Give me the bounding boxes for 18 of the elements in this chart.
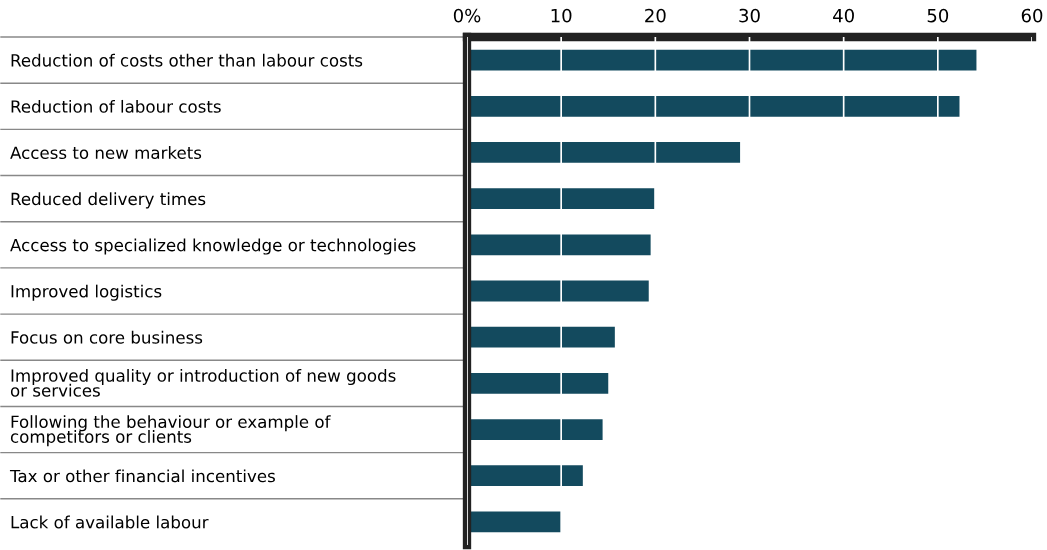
x-tick-label: 40 <box>833 8 854 23</box>
y-tick-label: Reduced delivery times <box>11 192 206 209</box>
y-tick-label: Reduction of costs other than labour costs <box>11 53 363 67</box>
y-tick-label: Lack of available labour <box>11 515 209 529</box>
y-tick-label: Reduction of labour costs <box>11 99 221 113</box>
x-tick-label: 50 <box>927 8 949 23</box>
x-tick-label: 20 <box>645 8 666 23</box>
y-tick-label: Following the behaviour or example of competitors or clients <box>10 415 331 447</box>
x-tick-label: 30 <box>739 8 760 23</box>
y-tick-label: Access to new markets <box>10 146 202 160</box>
y-tick-label: Improved logistics <box>11 284 162 301</box>
x-tick-label: 0% <box>453 8 481 23</box>
y-tick-label: Tax or other financial incentives <box>9 469 275 483</box>
y-tick-label: Focus on core business <box>11 330 203 344</box>
x-tick-label: 10 <box>551 8 572 23</box>
y-tick-label: Improved quality or introduction of new goods or services <box>10 368 396 397</box>
y-tick-label: Access to specialized knowledge or technologies <box>10 238 416 255</box>
x-tick-label: 60 <box>1021 8 1043 23</box>
